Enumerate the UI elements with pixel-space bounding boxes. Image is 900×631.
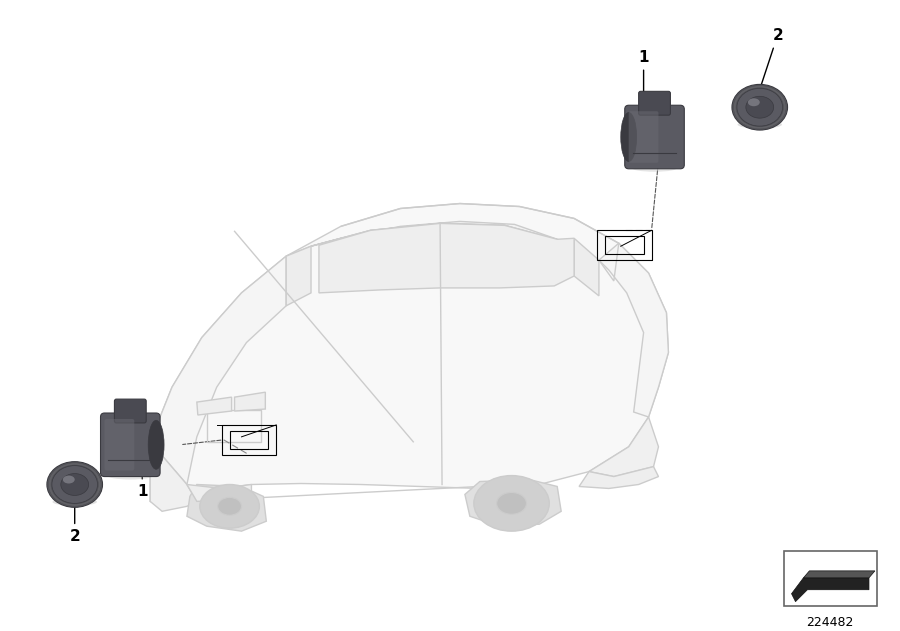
- Text: 1: 1: [638, 50, 649, 116]
- FancyBboxPatch shape: [101, 413, 160, 476]
- Text: 224482: 224482: [806, 616, 854, 628]
- Ellipse shape: [737, 121, 782, 129]
- Polygon shape: [187, 485, 266, 531]
- Text: 2: 2: [69, 499, 80, 544]
- Polygon shape: [150, 256, 286, 485]
- Polygon shape: [319, 223, 574, 293]
- Bar: [207, 410, 261, 442]
- Ellipse shape: [732, 85, 788, 130]
- Text: 2: 2: [760, 28, 783, 86]
- Ellipse shape: [61, 474, 88, 495]
- Ellipse shape: [473, 476, 549, 531]
- Ellipse shape: [52, 466, 97, 504]
- Bar: [221, 425, 276, 455]
- Ellipse shape: [497, 492, 526, 514]
- Polygon shape: [598, 243, 669, 417]
- Ellipse shape: [746, 97, 774, 118]
- FancyBboxPatch shape: [114, 399, 146, 423]
- Ellipse shape: [63, 476, 75, 483]
- Polygon shape: [465, 480, 562, 526]
- Bar: [597, 230, 652, 260]
- Polygon shape: [187, 485, 251, 502]
- Ellipse shape: [218, 497, 241, 516]
- Ellipse shape: [107, 471, 154, 480]
- Polygon shape: [150, 204, 669, 506]
- Polygon shape: [197, 397, 231, 415]
- Bar: [605, 236, 644, 254]
- Ellipse shape: [748, 98, 760, 106]
- FancyBboxPatch shape: [629, 111, 659, 163]
- Polygon shape: [286, 246, 311, 306]
- Ellipse shape: [47, 462, 103, 507]
- Ellipse shape: [631, 164, 678, 172]
- Polygon shape: [804, 571, 875, 578]
- Ellipse shape: [200, 485, 259, 528]
- Polygon shape: [791, 578, 869, 601]
- FancyBboxPatch shape: [639, 91, 670, 115]
- Polygon shape: [235, 392, 266, 411]
- Ellipse shape: [737, 88, 783, 126]
- Polygon shape: [311, 221, 598, 260]
- Ellipse shape: [52, 498, 97, 506]
- Polygon shape: [574, 239, 599, 296]
- Bar: [784, 551, 877, 606]
- Bar: [230, 431, 268, 449]
- Polygon shape: [579, 467, 659, 488]
- FancyBboxPatch shape: [104, 419, 134, 471]
- FancyBboxPatch shape: [625, 105, 684, 168]
- Polygon shape: [589, 417, 659, 476]
- Polygon shape: [150, 442, 197, 511]
- Ellipse shape: [621, 112, 636, 162]
- Text: 1: 1: [137, 459, 148, 499]
- Ellipse shape: [148, 420, 164, 469]
